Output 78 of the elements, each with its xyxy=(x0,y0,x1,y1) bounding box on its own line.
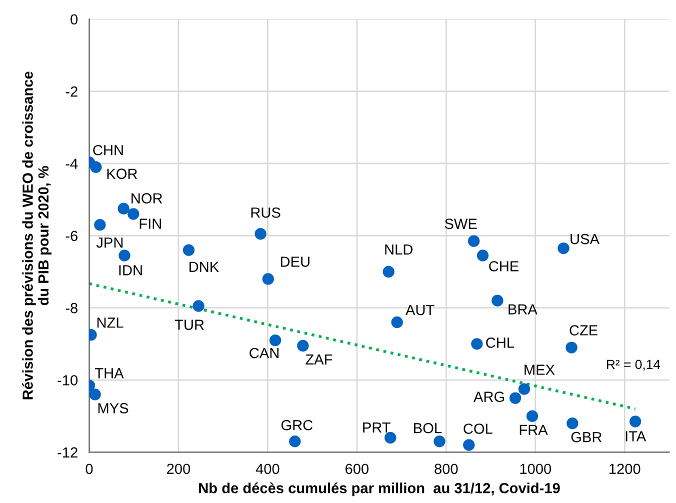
annotation: USA xyxy=(570,234,600,244)
point xyxy=(492,294,504,306)
x-tick-label: 600 xyxy=(346,464,369,474)
point xyxy=(254,228,266,240)
annotation: RUS xyxy=(251,207,280,218)
point xyxy=(94,218,106,231)
point xyxy=(297,340,309,352)
annotation: R² = 0,14 xyxy=(606,360,660,371)
point xyxy=(89,388,101,400)
annotation: ZAF xyxy=(306,354,332,364)
x-tick-label: 1000 xyxy=(520,464,552,474)
annotation: NLD xyxy=(385,244,412,255)
point xyxy=(558,242,570,254)
annotation: BOL xyxy=(414,422,442,434)
point xyxy=(471,338,483,350)
annotation: COL xyxy=(464,424,492,434)
annotation: IDN xyxy=(119,265,142,276)
annotation: CHL xyxy=(486,338,514,348)
point xyxy=(269,334,282,346)
y-tick-label: -8 xyxy=(66,302,78,314)
point xyxy=(384,432,396,444)
annotation: CZE xyxy=(570,325,598,336)
annotation: GBR xyxy=(571,432,602,442)
point xyxy=(182,244,195,256)
point xyxy=(118,250,130,262)
point xyxy=(566,417,578,430)
point xyxy=(391,316,403,328)
point xyxy=(289,436,301,448)
x-tick-label: 800 xyxy=(434,464,458,474)
annotation: CAN xyxy=(250,348,278,358)
annotation: NOR xyxy=(132,193,162,204)
y-tick-label: -12 xyxy=(58,447,78,458)
annotation: THA xyxy=(94,368,124,378)
point xyxy=(382,266,394,278)
annotation: FIN xyxy=(140,218,161,229)
x-tick-label: 200 xyxy=(167,464,190,474)
y-tick-label: -2 xyxy=(66,86,78,97)
annotation: MYS xyxy=(98,403,128,414)
y-tick-label: -10 xyxy=(58,375,78,386)
x-tick-label: 1200 xyxy=(610,464,640,474)
point xyxy=(509,392,522,404)
annotation: DEU xyxy=(280,256,310,267)
annotation: DNK xyxy=(190,262,219,272)
point xyxy=(262,273,274,285)
point xyxy=(566,342,578,354)
annotation: PRT xyxy=(363,422,391,433)
point xyxy=(128,208,140,220)
point xyxy=(434,436,446,448)
annotation: SWE xyxy=(444,218,477,229)
annotation: CHN xyxy=(93,144,123,156)
annotation: ITA xyxy=(626,431,646,442)
y-tick-label: -4 xyxy=(66,158,78,169)
y-tick-label: 0 xyxy=(70,14,78,25)
annotation: BRA xyxy=(508,304,538,314)
y-axis-title: Révision des prévisions du WEO de croissance du PIB pour 2020, % xyxy=(22,72,52,400)
point xyxy=(518,383,530,395)
y-tick-label: -6 xyxy=(66,230,78,242)
annotation: JPN xyxy=(96,238,123,248)
annotation: CHE xyxy=(489,261,519,272)
x-tick-label: 400 xyxy=(256,464,280,474)
annotation: MEX xyxy=(524,364,555,375)
annotation: ARG xyxy=(474,392,504,402)
x-axis-title: Nb de décès cumulés par million au 31/12, Covid-19 xyxy=(199,482,560,496)
annotation: NZL xyxy=(97,318,124,328)
point xyxy=(476,250,489,262)
point xyxy=(526,410,538,422)
point xyxy=(463,439,475,451)
point xyxy=(90,161,102,173)
annotation: AUT xyxy=(406,305,434,316)
point xyxy=(468,235,480,247)
point xyxy=(629,416,642,428)
point xyxy=(192,300,204,312)
annotation: TUR xyxy=(174,320,204,330)
point xyxy=(118,202,130,214)
annotation: FRA xyxy=(520,424,548,435)
annotation: GRC xyxy=(281,420,313,430)
x-tick-label: 0 xyxy=(86,464,93,474)
annotation: KOR xyxy=(107,168,138,179)
